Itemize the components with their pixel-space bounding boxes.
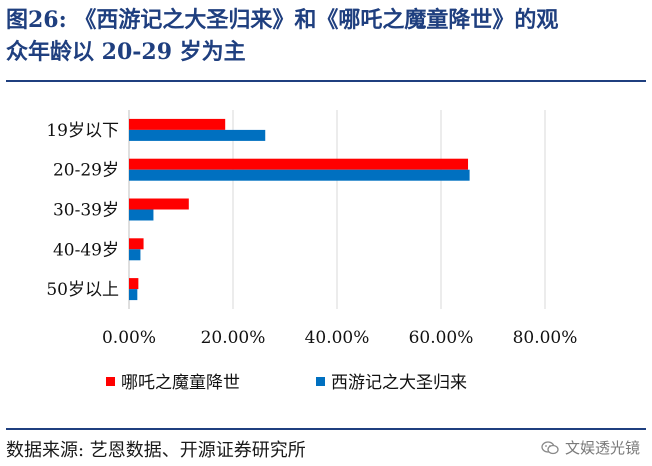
bar-nezha xyxy=(129,158,469,170)
chart-title: 图26: 《西游记之大圣归来》和《哪吒之魔童降世》的观 众年龄以 20-29 岁… xyxy=(6,4,646,68)
bar-xiyouji xyxy=(129,169,470,181)
category-label: 30-39岁 xyxy=(53,201,119,221)
x-tick-label: 60.00% xyxy=(409,328,474,348)
legend-label-nezha: 哪吒之魔童降世 xyxy=(121,373,240,393)
watermark-text: 文娱透光镜 xyxy=(564,439,640,457)
x-tick-label: 0.00% xyxy=(102,328,156,348)
bar-nezha xyxy=(129,238,144,250)
wechat-icon xyxy=(541,440,559,454)
category-label: 50岁以上 xyxy=(46,280,119,300)
category-label: 19岁以下 xyxy=(46,121,119,141)
title-line-1: 图26: 《西游记之大圣归来》和《哪吒之魔童降世》的观 xyxy=(6,7,559,33)
bar-nezha xyxy=(129,198,189,210)
x-tick-label: 80.00% xyxy=(513,328,578,348)
bar-nezha xyxy=(129,118,226,130)
category-label: 40-49岁 xyxy=(53,240,119,260)
category-labels: 19岁以下 20-29岁 30-39岁 40-49岁 50岁以上 xyxy=(46,121,119,300)
legend-label-xiyouji: 西游记之大圣归来 xyxy=(331,373,467,393)
bars-group xyxy=(129,118,470,301)
x-tick-labels: 0.00% 20.00% 40.00% 60.00% 80.00% xyxy=(102,328,577,348)
bar-chart: 19岁以下 20-29岁 30-39岁 40-49岁 50岁以上 0.00% 20.00%… xyxy=(46,110,577,393)
x-tick-label: 40.00% xyxy=(305,328,370,348)
category-label: 20-29岁 xyxy=(53,161,119,181)
source-note: 数据来源: 艺恩数据、开源证券研究所 xyxy=(6,440,306,461)
footer-divider xyxy=(6,428,646,430)
x-tick-label: 20.00% xyxy=(201,328,266,348)
bar-xiyouji xyxy=(129,209,154,221)
bar-xiyouji xyxy=(129,249,141,261)
legend-swatch-xiyouji xyxy=(316,377,325,386)
bar-xiyouji xyxy=(129,289,138,301)
watermark: 文娱透光镜 xyxy=(541,437,640,458)
bar-nezha xyxy=(129,278,139,290)
bar-xiyouji xyxy=(129,129,266,141)
title-line-2: 众年龄以 20-29 岁为主 xyxy=(6,39,246,65)
legend-swatch-nezha xyxy=(106,377,115,386)
legend: 哪吒之魔童降世 西游记之大圣归来 xyxy=(106,373,467,393)
title-divider xyxy=(6,80,646,82)
